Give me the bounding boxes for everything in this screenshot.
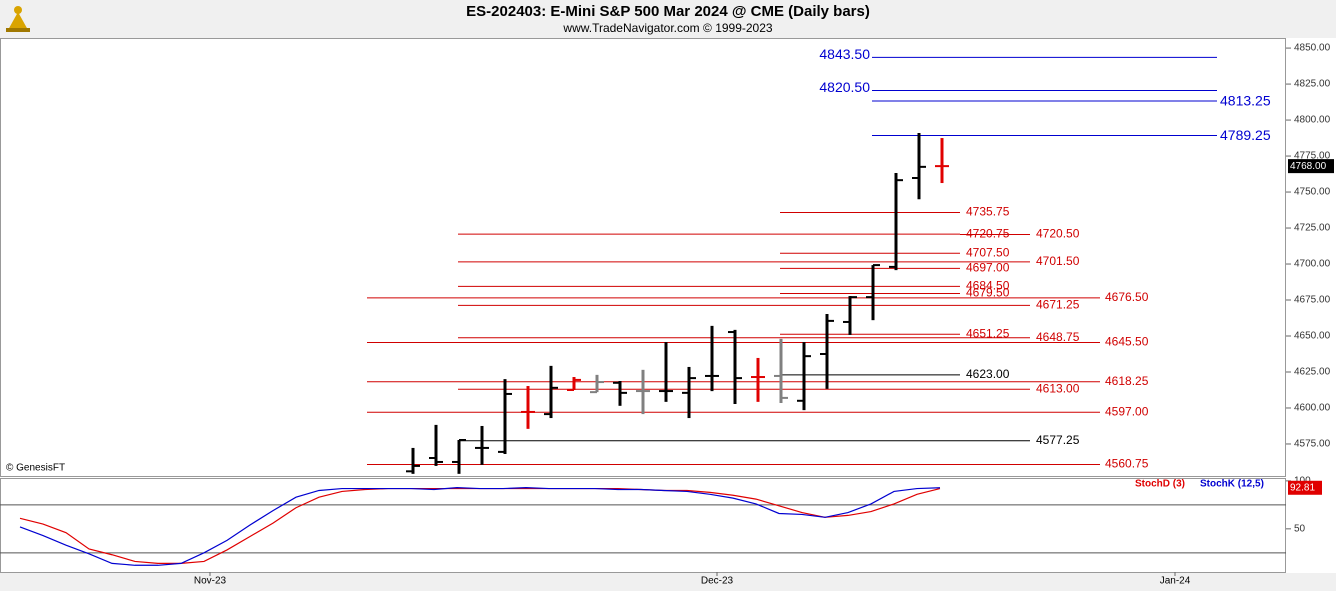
level-label: 4813.25 bbox=[1220, 93, 1271, 109]
credit: © GenesisFT bbox=[6, 463, 65, 474]
y-tick-label: 4750.00 bbox=[1294, 187, 1331, 198]
level-label: 4577.25 bbox=[1036, 433, 1080, 447]
stoch-panel bbox=[0, 478, 1286, 573]
y-tick-label: 4675.00 bbox=[1294, 295, 1331, 306]
y-tick-label: 4625.00 bbox=[1294, 367, 1331, 378]
y-tick-label: 4850.00 bbox=[1294, 43, 1331, 54]
last-price-label: 4768.00 bbox=[1290, 161, 1327, 172]
y-tick-label: 4700.00 bbox=[1294, 259, 1331, 270]
level-label: 4701.50 bbox=[1036, 254, 1080, 268]
y-tick-label: 4800.00 bbox=[1294, 115, 1331, 126]
y-tick-label: 4650.00 bbox=[1294, 331, 1331, 342]
header bbox=[0, 0, 1336, 38]
last-value-label: 92.81 bbox=[1290, 482, 1315, 493]
y-tick-label: 4600.00 bbox=[1294, 403, 1331, 414]
chart-subtitle: www.TradeNavigator.com © 1999-2023 bbox=[562, 21, 772, 35]
y-tick-label: 4725.00 bbox=[1294, 223, 1331, 234]
level-label: 4671.25 bbox=[1036, 298, 1080, 312]
legend-entry: StochD (3) bbox=[1135, 479, 1185, 490]
y-tick-label: 4775.00 bbox=[1294, 151, 1331, 162]
chart-title: ES-202403: E-Mini S&P 500 Mar 2024 @ CME… bbox=[466, 3, 870, 20]
level-label: 4648.75 bbox=[1036, 330, 1080, 344]
level-label: 4618.25 bbox=[1105, 374, 1149, 388]
x-tick-label: Nov-23 bbox=[194, 576, 227, 587]
level-label: 4651.25 bbox=[966, 326, 1010, 340]
level-label: 4560.75 bbox=[1105, 457, 1149, 471]
level-label: 4720.75 bbox=[966, 226, 1010, 240]
level-label: 4676.50 bbox=[1105, 290, 1149, 304]
level-label: 4684.50 bbox=[966, 279, 1010, 293]
level-label: 4735.75 bbox=[966, 205, 1010, 219]
level-label: 4645.50 bbox=[1105, 335, 1149, 349]
x-tick-label: Jan-24 bbox=[1160, 576, 1191, 587]
level-label: 4707.50 bbox=[966, 245, 1010, 259]
logo bbox=[6, 6, 30, 32]
y-tick-label: 50 bbox=[1294, 523, 1306, 534]
level-label: 4613.00 bbox=[1036, 381, 1080, 395]
level-label: 4720.50 bbox=[1036, 227, 1080, 241]
x-axis bbox=[0, 573, 1336, 591]
level-label: 4697.00 bbox=[966, 261, 1010, 275]
last-value-box bbox=[1288, 480, 1322, 495]
level-label: 4679.50 bbox=[966, 286, 1010, 300]
level-label: 4843.50 bbox=[819, 46, 870, 62]
level-label: 4820.50 bbox=[819, 79, 870, 95]
last-price-box bbox=[1288, 159, 1334, 174]
level-label: 4597.00 bbox=[1105, 404, 1149, 418]
legend-entry: StochK (12,5) bbox=[1200, 479, 1264, 490]
x-tick-label: Dec-23 bbox=[701, 576, 734, 587]
stoch-line bbox=[19, 486, 941, 566]
y-tick-label: 4575.00 bbox=[1294, 439, 1331, 450]
level-label: 4623.00 bbox=[966, 367, 1010, 381]
level-label: 4789.25 bbox=[1220, 127, 1271, 143]
y-tick-label: 4825.00 bbox=[1294, 79, 1331, 90]
